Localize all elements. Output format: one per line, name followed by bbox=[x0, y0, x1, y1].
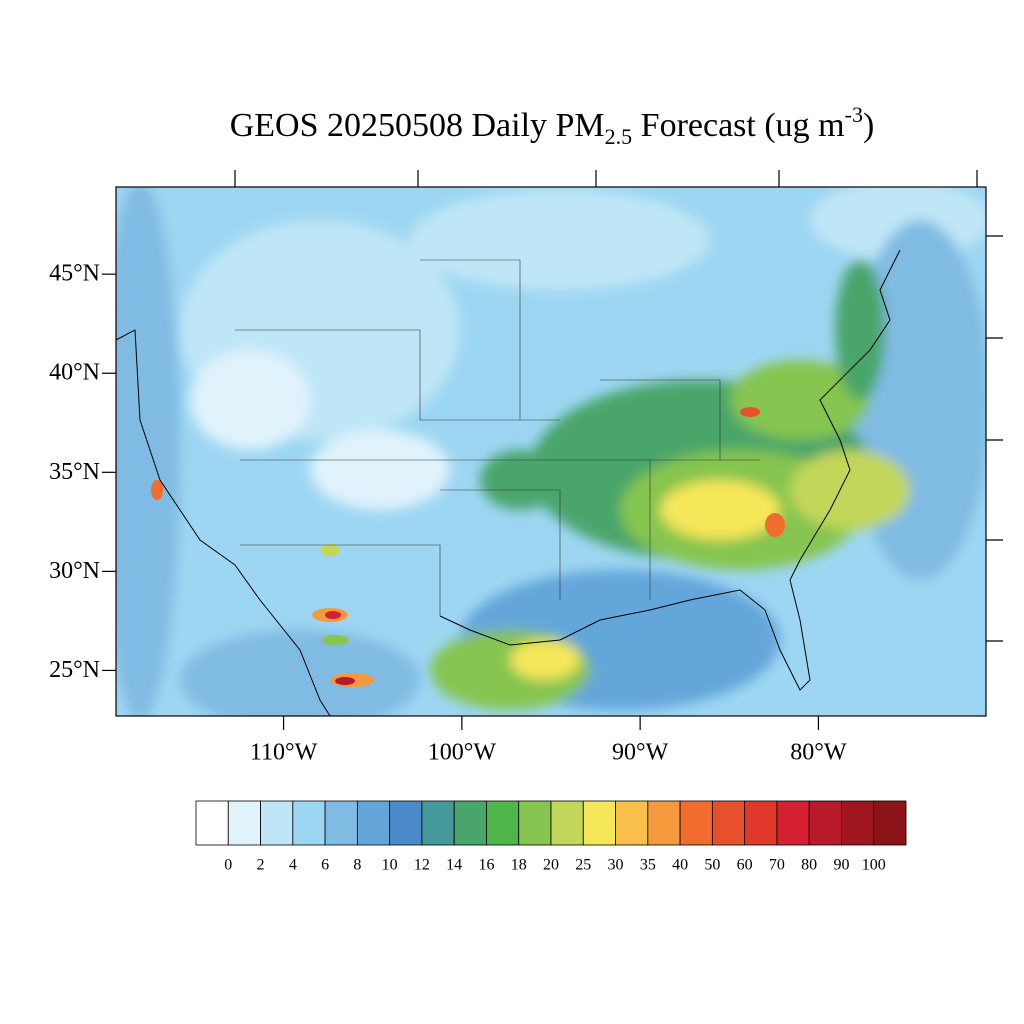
colorbar-box bbox=[227, 800, 261, 846]
pm25-field bbox=[116, 187, 986, 716]
colorbar-label: 0 bbox=[224, 857, 232, 874]
colorbar-label: 25 bbox=[575, 857, 591, 874]
colorbar-box bbox=[776, 800, 810, 846]
colorbar-box bbox=[453, 800, 487, 846]
map-title: GEOS 20250508 Daily PM2.5 Forecast (ug m… bbox=[230, 102, 875, 149]
colorbar-label: 2 bbox=[257, 857, 265, 874]
colorbar-label: 6 bbox=[321, 857, 329, 874]
lat-tick-label: 40°N bbox=[49, 360, 100, 386]
lon-tick-label: 100°W bbox=[428, 740, 497, 766]
colorbar-box bbox=[744, 800, 778, 846]
map-frame bbox=[115, 186, 987, 717]
colorbar-box bbox=[292, 800, 326, 846]
colorbar-box bbox=[679, 800, 713, 846]
colorbar-box bbox=[486, 800, 520, 846]
colorbar-label: 100 bbox=[862, 857, 886, 874]
colorbar-label: 30 bbox=[608, 857, 624, 874]
colorbar-label: 10 bbox=[382, 857, 398, 874]
lon-tick-label: 90°W bbox=[612, 740, 669, 766]
colorbar-label: 70 bbox=[769, 857, 785, 874]
colorbar-label: 14 bbox=[446, 857, 462, 874]
colorbar-label: 20 bbox=[543, 857, 559, 874]
colorbar-box bbox=[324, 800, 358, 846]
colorbar-box bbox=[711, 800, 746, 846]
title-text: GEOS 20250508 Daily PM bbox=[230, 107, 605, 144]
colorbar-label: 50 bbox=[704, 857, 720, 874]
colorbar-box bbox=[389, 800, 423, 846]
colorbar-label: 35 bbox=[640, 857, 656, 874]
colorbar-box bbox=[582, 800, 616, 846]
title-end: ) bbox=[863, 107, 874, 144]
colorbar-label: 90 bbox=[833, 857, 849, 874]
frame-ticks bbox=[234, 170, 1003, 642]
colorbar-box bbox=[808, 800, 842, 846]
colorbar-label: 8 bbox=[353, 857, 361, 874]
colorbar-label: 60 bbox=[737, 857, 753, 874]
title-middle: Forecast (ug m bbox=[632, 107, 844, 144]
colorbar-box bbox=[647, 800, 681, 846]
colorbar-box bbox=[841, 800, 875, 846]
colorbar-box bbox=[195, 800, 229, 846]
colorbar-box bbox=[518, 800, 552, 846]
title-subscript: 2.5 bbox=[605, 124, 633, 149]
colorbar-box bbox=[615, 800, 649, 846]
colorbar-label: 80 bbox=[801, 857, 817, 874]
colorbar-box bbox=[873, 800, 907, 846]
lat-tick-label: 30°N bbox=[49, 558, 100, 584]
colorbar-label: 12 bbox=[414, 857, 430, 874]
colorbar-box bbox=[260, 800, 294, 846]
colorbar-label: 16 bbox=[478, 857, 494, 874]
lon-tick-label: 80°W bbox=[790, 740, 847, 766]
colorbar-label: 18 bbox=[511, 857, 527, 874]
colorbar-label: 4 bbox=[289, 857, 297, 874]
title-superscript: -3 bbox=[845, 102, 863, 127]
colorbar-box bbox=[550, 800, 584, 846]
colorbar-box bbox=[356, 800, 391, 846]
lat-tick-label: 45°N bbox=[49, 261, 100, 287]
lon-tick-label: 110°W bbox=[250, 740, 318, 766]
colorbar-label: 40 bbox=[672, 857, 688, 874]
lat-tick-label: 25°N bbox=[49, 657, 100, 683]
lat-tick-label: 35°N bbox=[49, 459, 100, 485]
colorbar-box bbox=[421, 800, 455, 846]
